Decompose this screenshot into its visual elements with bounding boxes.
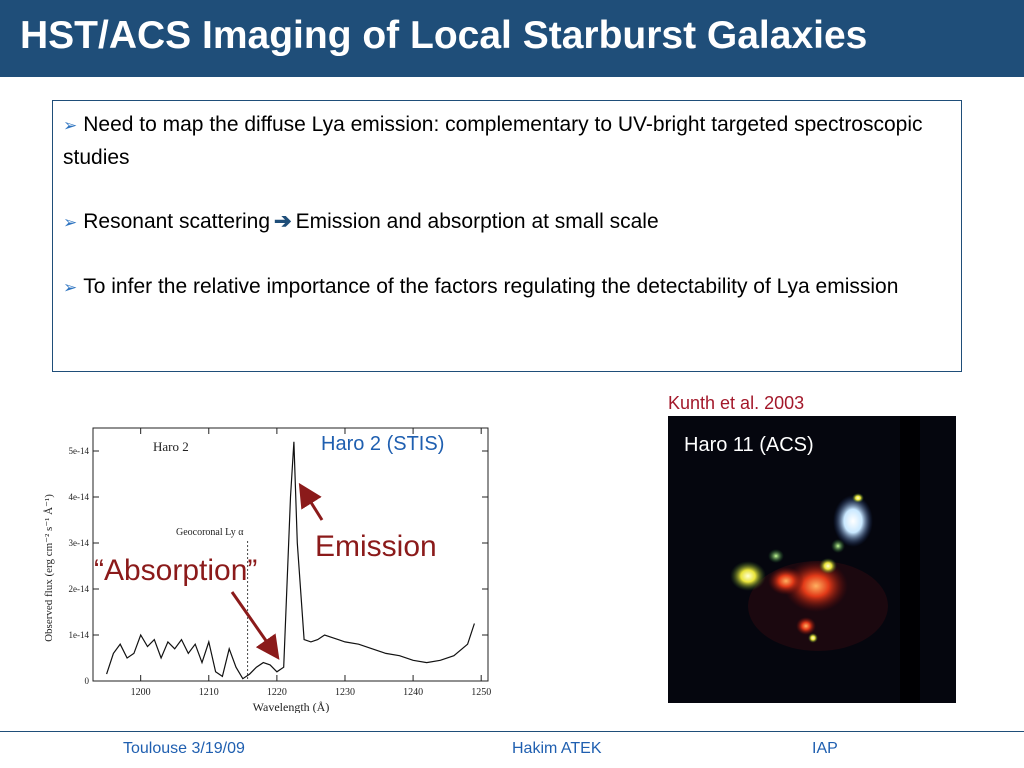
x-tick-label: 1220 (267, 687, 287, 698)
absorption-arrow (230, 591, 280, 660)
x-axis-label: Wavelength (Å) (253, 700, 330, 713)
y-tick-label: 0 (85, 676, 90, 686)
absorption-label: “Absorption” (94, 554, 258, 587)
bullet-arrow-icon: ➢ (63, 213, 78, 232)
footer-left: Toulouse 3/19/09 (123, 740, 245, 757)
bullet-box: ➢ Need to map the diffuse Lya emission: c… (52, 100, 962, 372)
spectrum-line (106, 441, 475, 680)
bullet-1: ➢ Need to map the diffuse Lya emission: c… (63, 109, 951, 174)
bullet-1-text: Need to map the diffuse Lya emission: co… (63, 113, 923, 169)
galaxy-image (668, 416, 956, 703)
bullet-arrow-icon: ➢ (63, 116, 78, 135)
geocoronal-label: Geocoronal Ly α (176, 527, 244, 538)
x-tick-label: 1250 (471, 687, 491, 698)
emission-arrow (298, 482, 324, 521)
plot-frame (92, 427, 489, 682)
bullet-2: ➢ Resonant scattering ➔ Emission and absorp… (63, 206, 951, 239)
y-tick-label: 1e-14 (69, 630, 90, 640)
bullet-2-text-a: Resonant scattering (83, 210, 271, 233)
y-tick-label: 3e-14 (69, 538, 90, 548)
right-arrow-icon: ➔ (274, 210, 292, 233)
footer-center: Hakim ATEK (512, 740, 602, 757)
y-tick-label: 5e-14 (69, 446, 90, 456)
y-tick-label: 4e-14 (69, 492, 90, 502)
footer-right: IAP (812, 740, 838, 757)
haro11-image: Haro 11 (ACS) (668, 416, 956, 703)
y-axis-label: Observed flux (erg cm⁻² s⁻¹ Å⁻¹) (43, 494, 55, 642)
spectrum-chart: 1200 1210 1220 1230 1240 1250 0 1e-14 2e-14 3e-14… (38, 413, 498, 713)
image-label: Haro 11 (ACS) (684, 434, 814, 456)
x-tick-label: 1240 (403, 687, 423, 698)
bullet-3: ➢ To infer the relative importance of the… (63, 271, 951, 304)
emission-label: Emission (315, 530, 437, 563)
y-tick-label: 2e-14 (69, 584, 90, 594)
x-tick-label: 1200 (131, 687, 151, 698)
chart-title: Haro 2 (153, 439, 189, 454)
bullet-arrow-icon: ➢ (63, 278, 78, 297)
bullet-3-text: To infer the relative importance of the … (83, 275, 899, 298)
spectrum-svg: 1200 1210 1220 1230 1240 1250 0 1e-14 2e-14 3e-14… (38, 413, 498, 713)
spectrum-label: Haro 2 (STIS) (321, 433, 445, 455)
slide-title: HST/ACS Imaging of Local Starburst Galax… (20, 14, 868, 57)
x-tick-label: 1210 (199, 687, 219, 698)
citation: Kunth et al. 2003 (668, 393, 805, 413)
x-tick-label: 1230 (335, 687, 355, 698)
bullet-2-text-b: Emission and absorption at small scale (295, 210, 659, 233)
title-bar: HST/ACS Imaging of Local Starburst Galax… (0, 0, 1024, 77)
footer-divider (0, 731, 1024, 732)
